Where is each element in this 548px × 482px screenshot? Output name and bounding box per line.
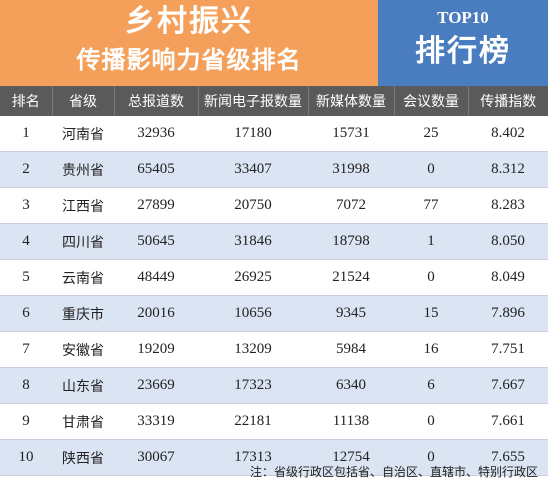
index-cell: 7.661	[468, 403, 548, 440]
new-media-cell: 5984	[308, 331, 394, 368]
rank-cell: 2	[0, 151, 52, 188]
table-row: 3 江西省 27899 20750 7072 77 8.283	[0, 187, 548, 224]
news-epaper-cell: 17323	[198, 367, 308, 404]
index-cell: 7.751	[468, 331, 548, 368]
index-cell: 8.049	[468, 259, 548, 296]
table-row: 4 四川省 50645 31846 18798 1 8.050	[0, 223, 548, 260]
news-epaper-cell: 17313	[198, 439, 308, 476]
rank-cell: 3	[0, 187, 52, 224]
table-row: 2 贵州省 65405 33407 31998 0 8.312	[0, 151, 548, 188]
news-epaper-cell: 22181	[198, 403, 308, 440]
ranking-table: 排名 省级 总报道数 新闻电子报数量 新媒体数量 会议数量 传播指数 1 河南省…	[0, 86, 548, 476]
province-cell: 云南省	[52, 259, 114, 296]
table-row: 8 山东省 23669 17323 6340 6 7.667	[0, 367, 548, 404]
column-header: 传播指数	[468, 86, 548, 116]
column-header: 新媒体数量	[308, 86, 395, 116]
page-title: 乡村振兴	[125, 4, 253, 39]
new-media-cell: 15731	[308, 116, 394, 152]
table-header-row: 排名 省级 总报道数 新闻电子报数量 新媒体数量 会议数量 传播指数	[0, 86, 548, 116]
badge-main-label: 排行榜	[415, 34, 511, 69]
new-media-cell: 12754	[308, 439, 394, 476]
province-cell: 甘肃省	[52, 403, 114, 440]
province-cell: 重庆市	[52, 295, 114, 332]
total-reports-cell: 19209	[114, 331, 198, 368]
meetings-cell: 77	[394, 187, 468, 224]
footnote: 注：省级行政区包括省、自治区、直辖市、特别行政区	[249, 465, 538, 479]
news-epaper-cell: 31846	[198, 223, 308, 260]
total-reports-cell: 23669	[114, 367, 198, 404]
rank-cell: 8	[0, 367, 52, 404]
column-header: 新闻电子报数量	[198, 86, 309, 116]
total-reports-cell: 32936	[114, 116, 198, 152]
title-banner: 乡村振兴 传播影响力省级排名	[0, 0, 378, 86]
index-cell: 7.896	[468, 295, 548, 332]
rank-cell: 5	[0, 259, 52, 296]
rank-cell: 1	[0, 116, 52, 152]
new-media-cell: 9345	[308, 295, 394, 332]
index-cell: 7.655	[468, 439, 548, 476]
index-cell: 8.283	[468, 187, 548, 224]
meetings-cell: 0	[394, 403, 468, 440]
news-epaper-cell: 10656	[198, 295, 308, 332]
new-media-cell: 7072	[308, 187, 394, 224]
index-cell: 8.312	[468, 151, 548, 188]
meetings-cell: 16	[394, 331, 468, 368]
rank-cell: 10	[0, 439, 52, 476]
header: 乡村振兴 传播影响力省级排名 TOP10 排行榜	[0, 0, 548, 86]
table-row: 9 甘肃省 33319 22181 11138 0 7.661	[0, 403, 548, 440]
index-cell: 8.050	[468, 223, 548, 260]
province-cell: 安徽省	[52, 331, 114, 368]
meetings-cell: 0	[394, 259, 468, 296]
column-header: 省级	[52, 86, 115, 116]
news-epaper-cell: 26925	[198, 259, 308, 296]
new-media-cell: 18798	[308, 223, 394, 260]
news-epaper-cell: 33407	[198, 151, 308, 188]
column-header: 排名	[0, 86, 53, 116]
rank-cell: 9	[0, 403, 52, 440]
total-reports-cell: 50645	[114, 223, 198, 260]
table-row: 10 陕西省 30067 17313 12754 0 7.655	[0, 439, 548, 476]
meetings-cell: 0	[394, 151, 468, 188]
total-reports-cell: 65405	[114, 151, 198, 188]
news-epaper-cell: 13209	[198, 331, 308, 368]
province-cell: 江西省	[52, 187, 114, 224]
total-reports-cell: 30067	[114, 439, 198, 476]
meetings-cell: 15	[394, 295, 468, 332]
new-media-cell: 11138	[308, 403, 394, 440]
badge-top-label: TOP10	[437, 8, 489, 27]
table-row: 1 河南省 32936 17180 15731 25 8.402	[0, 116, 548, 152]
column-header: 会议数量	[394, 86, 469, 116]
index-cell: 7.667	[468, 367, 548, 404]
top10-badge: TOP10 排行榜	[378, 0, 548, 86]
table-row: 6 重庆市 20016 10656 9345 15 7.896	[0, 295, 548, 332]
total-reports-cell: 27899	[114, 187, 198, 224]
news-epaper-cell: 20750	[198, 187, 308, 224]
province-cell: 四川省	[52, 223, 114, 260]
meetings-cell: 1	[394, 223, 468, 260]
province-cell: 陕西省	[52, 439, 114, 476]
rank-cell: 6	[0, 295, 52, 332]
column-header: 总报道数	[114, 86, 199, 116]
news-epaper-cell: 17180	[198, 116, 308, 152]
total-reports-cell: 20016	[114, 295, 198, 332]
meetings-cell: 25	[394, 116, 468, 152]
total-reports-cell: 48449	[114, 259, 198, 296]
page-subtitle: 传播影响力省级排名	[76, 46, 302, 74]
table-row: 7 安徽省 19209 13209 5984 16 7.751	[0, 331, 548, 368]
index-cell: 8.402	[468, 116, 548, 152]
new-media-cell: 31998	[308, 151, 394, 188]
meetings-cell: 6	[394, 367, 468, 404]
rank-cell: 4	[0, 223, 52, 260]
rank-cell: 7	[0, 331, 52, 368]
new-media-cell: 6340	[308, 367, 394, 404]
new-media-cell: 21524	[308, 259, 394, 296]
table-row: 5 云南省 48449 26925 21524 0 8.049	[0, 259, 548, 296]
province-cell: 贵州省	[52, 151, 114, 188]
total-reports-cell: 33319	[114, 403, 198, 440]
province-cell: 河南省	[52, 116, 114, 152]
meetings-cell: 0	[394, 439, 468, 476]
province-cell: 山东省	[52, 367, 114, 404]
